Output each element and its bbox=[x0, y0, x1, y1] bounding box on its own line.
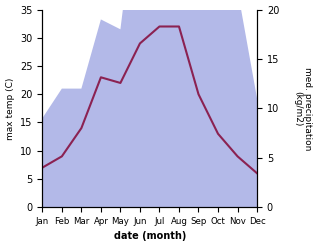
Y-axis label: max temp (C): max temp (C) bbox=[5, 77, 15, 140]
Y-axis label: med. precipitation
(kg/m2): med. precipitation (kg/m2) bbox=[293, 67, 313, 150]
X-axis label: date (month): date (month) bbox=[114, 231, 186, 242]
